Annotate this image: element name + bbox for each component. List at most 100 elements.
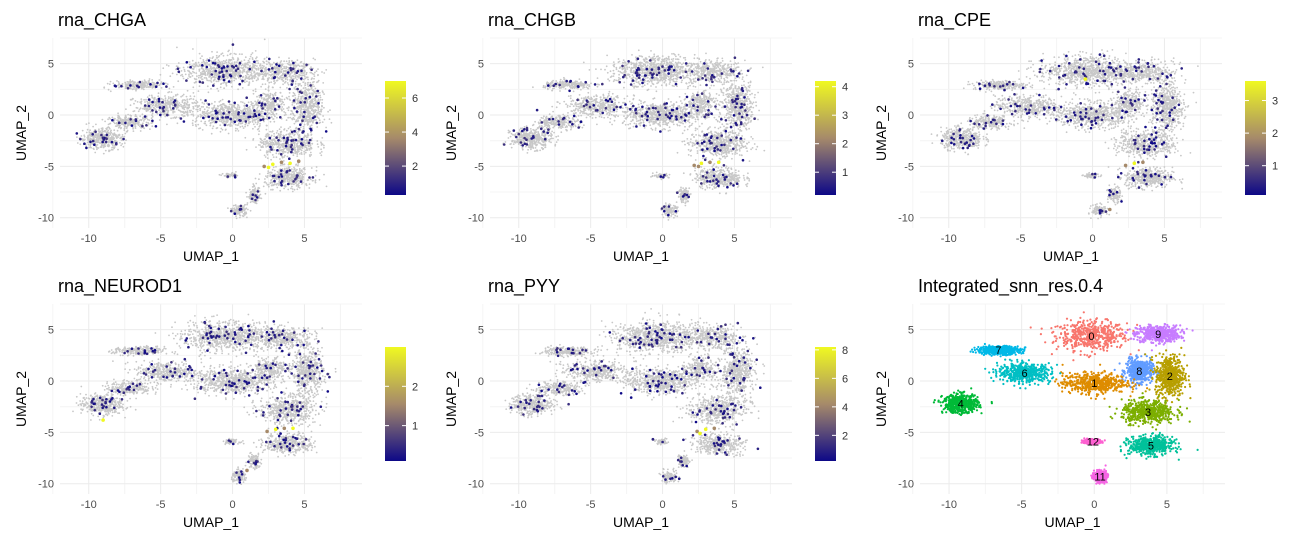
cell-point bbox=[180, 103, 182, 106]
cell-point bbox=[256, 95, 258, 98]
cell-point bbox=[186, 98, 189, 101]
cell-point bbox=[175, 68, 177, 71]
cell-point bbox=[256, 108, 258, 110]
cell-point bbox=[197, 115, 200, 118]
cell-point bbox=[249, 196, 252, 199]
cell-point bbox=[316, 143, 319, 146]
cell-point bbox=[293, 65, 295, 68]
cell-point bbox=[261, 67, 264, 70]
cell-point bbox=[302, 173, 305, 176]
cell-point bbox=[280, 117, 283, 120]
cell-point bbox=[300, 95, 303, 98]
cell-point bbox=[180, 114, 183, 116]
cell-point bbox=[249, 120, 251, 123]
cell-point bbox=[168, 87, 171, 90]
cell-point bbox=[180, 95, 183, 98]
cell-point bbox=[241, 101, 244, 104]
cell-point bbox=[302, 62, 305, 65]
cell-point bbox=[97, 139, 100, 142]
cell-point bbox=[293, 141, 296, 144]
cell-point bbox=[150, 117, 153, 120]
cell-point bbox=[264, 178, 266, 180]
cell-point bbox=[218, 54, 221, 57]
cell-point bbox=[222, 114, 224, 117]
cell-point bbox=[176, 46, 178, 49]
cell-point bbox=[308, 119, 311, 121]
cell-point bbox=[276, 182, 279, 185]
cell-point bbox=[265, 74, 267, 77]
cell-point bbox=[147, 122, 150, 124]
expressing-cell-point bbox=[238, 61, 242, 65]
cell-point bbox=[248, 188, 251, 191]
cell-point bbox=[103, 143, 106, 146]
cell-point bbox=[296, 75, 299, 77]
cell-point bbox=[285, 96, 288, 99]
y-tick-label: -5 bbox=[44, 161, 54, 173]
cell-point bbox=[258, 130, 261, 133]
cell-point bbox=[175, 98, 178, 100]
cell-point bbox=[265, 98, 268, 101]
cell-point bbox=[319, 94, 322, 97]
cell-point bbox=[272, 112, 275, 115]
cell-point bbox=[131, 80, 134, 83]
cell-point bbox=[89, 144, 92, 147]
cell-point bbox=[239, 126, 242, 128]
cell-point bbox=[266, 106, 269, 109]
cell-point bbox=[210, 87, 212, 90]
cell-point bbox=[119, 124, 121, 127]
cell-point bbox=[209, 122, 212, 125]
cell-point bbox=[258, 74, 261, 77]
cell-point bbox=[283, 65, 285, 68]
cell-point bbox=[94, 136, 97, 139]
cell-point bbox=[219, 124, 222, 127]
cell-point bbox=[275, 174, 278, 177]
cell-point bbox=[259, 123, 261, 125]
cell-point bbox=[121, 83, 124, 86]
cell-point bbox=[196, 75, 198, 77]
cell-point bbox=[126, 124, 129, 126]
cell-point bbox=[110, 135, 113, 138]
cell-point bbox=[219, 86, 222, 89]
cell-point bbox=[164, 103, 167, 105]
cell-point bbox=[271, 144, 274, 147]
cell-point bbox=[279, 158, 281, 160]
cell-point bbox=[233, 114, 235, 116]
cell-point bbox=[108, 134, 110, 137]
cell-point bbox=[108, 83, 111, 86]
cell-point bbox=[212, 106, 215, 109]
cell-point bbox=[167, 65, 170, 67]
cell-point bbox=[237, 57, 239, 59]
cell-point bbox=[151, 115, 154, 118]
cell-point bbox=[296, 155, 299, 158]
cell-point bbox=[327, 110, 329, 113]
cell-point bbox=[300, 61, 303, 63]
cell-point bbox=[294, 97, 297, 100]
cell-point bbox=[237, 73, 240, 75]
cell-point bbox=[265, 182, 268, 185]
cell-point bbox=[323, 93, 325, 95]
cell-point bbox=[220, 83, 222, 86]
cell-point bbox=[278, 56, 280, 59]
cell-point bbox=[101, 127, 104, 130]
cell-point bbox=[299, 171, 301, 174]
cell-point bbox=[226, 72, 229, 75]
cell-point bbox=[270, 74, 272, 77]
expressing-cell-point bbox=[207, 59, 211, 62]
cell-point bbox=[117, 112, 119, 115]
cell-point bbox=[137, 110, 140, 113]
cell-point bbox=[253, 70, 256, 73]
cell-point bbox=[103, 145, 105, 148]
expressing-cell-point bbox=[216, 64, 220, 67]
cell-point bbox=[305, 183, 307, 185]
cell-point bbox=[268, 112, 270, 115]
cell-point bbox=[251, 52, 254, 54]
cell-point bbox=[105, 127, 108, 130]
cell-point bbox=[287, 106, 290, 108]
cell-point bbox=[254, 88, 257, 90]
cell-point bbox=[276, 130, 279, 132]
cell-point bbox=[85, 123, 88, 125]
cell-point bbox=[121, 135, 124, 138]
expressing-cell-point bbox=[300, 77, 303, 80]
cell-point bbox=[262, 71, 265, 74]
cell-point bbox=[252, 183, 255, 185]
